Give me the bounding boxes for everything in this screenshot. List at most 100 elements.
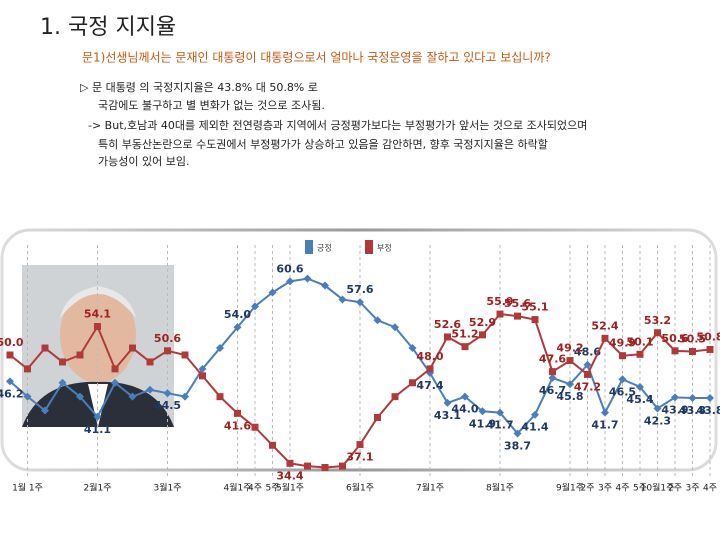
point [234,409,241,417]
point [443,398,452,407]
data-label: 46.2 [0,387,24,400]
data-label: 47.4 [416,379,443,392]
point [251,302,259,311]
point [461,392,469,401]
point [76,351,84,359]
data-label: 45.8 [556,390,583,403]
point [619,352,626,360]
point [601,334,609,342]
point [321,464,329,471]
point [59,358,66,366]
point [216,344,224,353]
data-label: 50.1 [626,335,653,348]
point [688,394,697,403]
data-label: 54.1 [84,308,111,321]
x-tick-label: 7월1주 [416,482,444,494]
point [636,382,644,391]
point [269,441,276,449]
point [689,348,696,356]
data-label: 60.6 [276,262,303,275]
x-tick-label: 9월1주 [556,482,584,494]
point [111,378,119,387]
data-label: 37.1 [346,451,373,464]
data-label: 43.8 [696,404,720,417]
data-label: 46.5 [609,385,636,398]
data-label: 55.6 [504,297,531,310]
point [339,462,346,470]
data-label: 43.8 [679,404,706,417]
point [41,406,49,415]
point [356,441,364,449]
point [303,274,312,283]
point [374,414,381,421]
point [671,347,679,355]
point [163,389,172,398]
point [6,377,14,386]
data-label: 50.6 [661,332,688,345]
point [654,329,661,337]
data-label: 41.9 [469,417,496,430]
point [6,351,14,359]
legend-swatch [305,240,313,254]
point [549,368,556,376]
data-label: 41.7 [486,419,513,432]
data-label: 50.0 [0,336,24,349]
point [671,393,679,402]
data-label: 46.7 [539,384,566,397]
point [706,394,714,403]
data-label: 49.9 [609,337,636,350]
point [601,408,609,417]
point [41,344,49,352]
x-tick-label: 2월1주 [83,482,111,494]
data-label: 48.0 [416,350,443,363]
point [94,323,101,331]
bullet: -> But,호남과 40대를 제외한 전연령층과 지역에서 긍정평가보다는 부… [88,119,587,132]
bullet: 가능성이 있어 보임. [98,155,189,168]
bullet: ▷ 문 대통령 의 국정지지율은 43.8% 대 50.8% 로 [80,81,318,94]
data-label: 49.2 [556,342,583,355]
point [181,351,189,359]
data-label: 34.4 [276,469,303,482]
point [24,365,31,373]
data-label: 45.4 [626,393,653,406]
x-tick-label: 4주 [248,483,262,494]
point [286,459,294,467]
data-label: 52.6 [434,318,461,331]
x-tick-label: 3주 [598,483,612,494]
point [321,281,329,290]
point [444,333,451,341]
x-tick-label: 1월 1주 [12,482,43,494]
x-tick-label: 5주 [265,483,279,494]
point [478,407,487,416]
point [514,312,521,320]
data-label: 47.2 [574,380,601,393]
point [618,375,627,384]
data-label: 52.4 [591,319,618,332]
point [566,380,574,389]
x-tick-label: 5주 [633,483,647,494]
point [426,365,434,373]
point [199,372,206,380]
point [251,423,259,431]
legend-label: 긍정 [317,243,332,253]
x-tick-label: 2주 [580,483,594,494]
data-label: 53.2 [644,314,671,327]
point [146,385,154,394]
data-label: 55.1 [521,301,548,314]
data-label: 43.9 [661,403,688,416]
data-label: 57.6 [346,283,373,296]
point [513,429,522,438]
point [164,347,171,355]
point [461,343,469,351]
point [373,316,382,325]
x-tick-label: 3월1주 [153,482,181,494]
data-label: 41.1 [84,423,111,436]
bullet: 국감에도 불구하고 별 변화가 없는 것으로 조사됨. [98,98,325,112]
point [706,345,714,353]
data-label: 41.4 [521,421,548,434]
point [496,408,504,417]
point [548,373,557,382]
chart-frame [0,228,718,472]
x-tick-label: 3주 [685,483,699,494]
